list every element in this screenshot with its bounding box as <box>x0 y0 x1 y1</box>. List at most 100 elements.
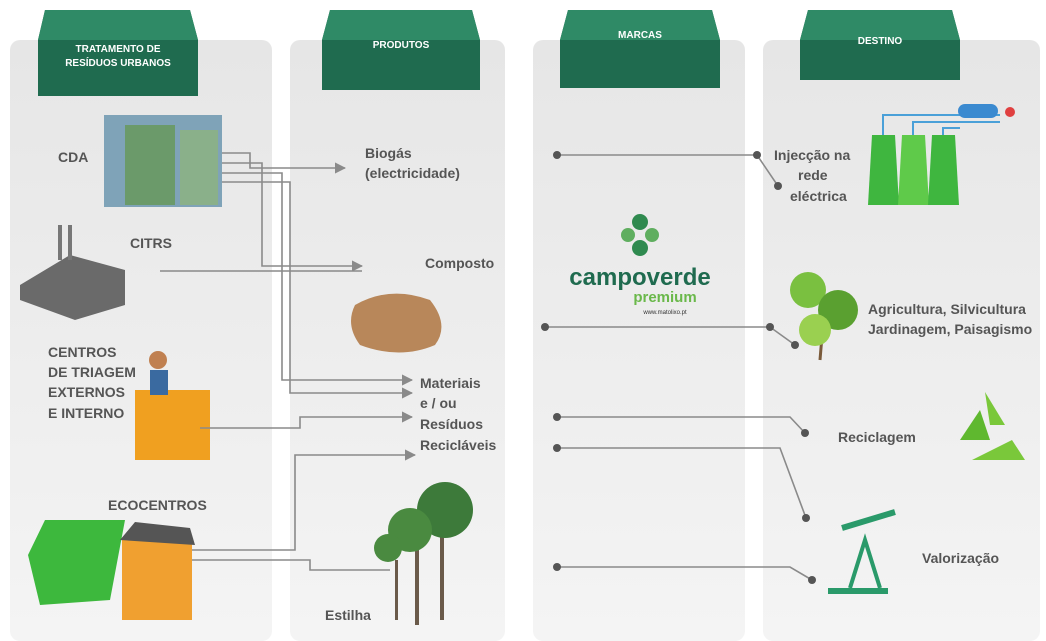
plant <box>790 272 858 361</box>
connector <box>192 449 417 551</box>
ecocentro-bin <box>28 520 125 605</box>
valve <box>1005 107 1015 117</box>
chimney <box>58 225 62 260</box>
dot <box>553 444 561 452</box>
chimney <box>68 225 72 260</box>
pump-base <box>828 588 888 594</box>
foliage <box>818 290 858 330</box>
source-label: CENTROS <box>48 344 116 360</box>
compost <box>351 293 442 353</box>
header-tab-top <box>560 10 720 40</box>
oil-pump <box>828 509 896 594</box>
destination-label: Reciclagem <box>838 429 916 445</box>
connector <box>192 559 390 571</box>
trees <box>374 482 473 625</box>
canopy <box>374 534 402 562</box>
logo-leaf <box>621 228 635 242</box>
connector <box>200 411 414 429</box>
product-label: Recicláveis <box>420 437 496 453</box>
header-tabs <box>38 10 960 96</box>
recycle-icon <box>960 392 1025 460</box>
header-tab-top <box>322 10 480 40</box>
panel <box>763 40 1040 641</box>
bin-lid <box>120 522 195 545</box>
brand-url: www.matolixo.pt <box>642 310 687 316</box>
source-label: E INTERNO <box>48 405 124 421</box>
brand-tagline: premium <box>633 289 696 306</box>
logo-leaf <box>632 240 648 256</box>
dot <box>541 323 549 331</box>
product-label: Biogás <box>365 145 412 161</box>
product-label: Composto <box>425 255 494 271</box>
recycle-arrow <box>972 440 1025 460</box>
source-label: ECOCENTROS <box>108 497 207 513</box>
illustrations <box>20 104 1025 625</box>
trunk <box>440 530 444 620</box>
dot <box>774 182 782 190</box>
cda-tank <box>180 130 218 205</box>
destination-label: Valorização <box>922 550 999 566</box>
dot <box>808 576 816 584</box>
recycle-arrow <box>985 392 1005 425</box>
header-tab-top <box>38 10 198 40</box>
connectors <box>160 152 813 581</box>
product-label: e / ou <box>420 395 457 411</box>
dot <box>801 429 809 437</box>
worker <box>150 370 168 395</box>
pump-beam <box>841 509 896 531</box>
connector <box>222 181 414 399</box>
dot <box>553 563 561 571</box>
dot <box>766 323 774 331</box>
destination-label: rede <box>798 167 828 183</box>
connector-dots <box>541 151 816 584</box>
dot <box>802 514 810 522</box>
connector <box>557 566 813 581</box>
destination-label: Agricultura, Silvicultura <box>868 301 1026 317</box>
dot <box>753 151 761 159</box>
pump-frame <box>848 533 882 589</box>
cda-tank <box>125 125 175 205</box>
destination-label: Injecção na <box>774 147 850 163</box>
cooling-tower <box>898 135 929 205</box>
product-label: Resíduos <box>420 416 483 432</box>
source-label: DE TRIAGEM <box>48 364 136 380</box>
dot <box>791 341 799 349</box>
connector <box>222 162 364 272</box>
citrs-building <box>20 255 125 320</box>
recycle-arrow <box>960 410 990 440</box>
cooling-tower <box>928 135 959 205</box>
connector <box>222 152 347 174</box>
trunk <box>395 560 398 620</box>
product-label: Estilha <box>325 607 371 623</box>
foliage <box>799 314 831 346</box>
source-label: CDA <box>58 149 88 165</box>
cooling-tower <box>868 135 899 205</box>
power-plant <box>868 104 1015 205</box>
brand-name: campoverde <box>569 264 710 291</box>
sorting-machine <box>135 390 210 460</box>
logo-leaf <box>645 228 659 242</box>
trunk <box>415 540 419 625</box>
dot <box>553 151 561 159</box>
header-title: DESTINO <box>858 36 903 47</box>
logo-leaf <box>632 214 648 230</box>
worker <box>149 351 167 369</box>
product-label: (electricidade) <box>365 165 460 181</box>
tank <box>958 104 998 118</box>
foliage <box>790 272 826 308</box>
connector <box>222 172 414 386</box>
header-title: TRATAMENTO DE <box>76 44 161 55</box>
brand-logo <box>621 214 659 256</box>
destination-label: eléctrica <box>790 188 847 204</box>
ecocentro-bin <box>122 540 192 620</box>
header-tab-top <box>800 10 960 40</box>
header-title: RESÍDUOS URBANOS <box>65 56 171 69</box>
header-title: PRODUTOS <box>373 40 430 51</box>
source-label: CITRS <box>130 235 172 251</box>
connector <box>557 447 807 519</box>
header-title: MARCAS <box>618 30 662 41</box>
destination-label: Jardinagem, Paisagismo <box>868 321 1032 337</box>
source-label: EXTERNOS <box>48 384 125 400</box>
dot <box>553 413 561 421</box>
